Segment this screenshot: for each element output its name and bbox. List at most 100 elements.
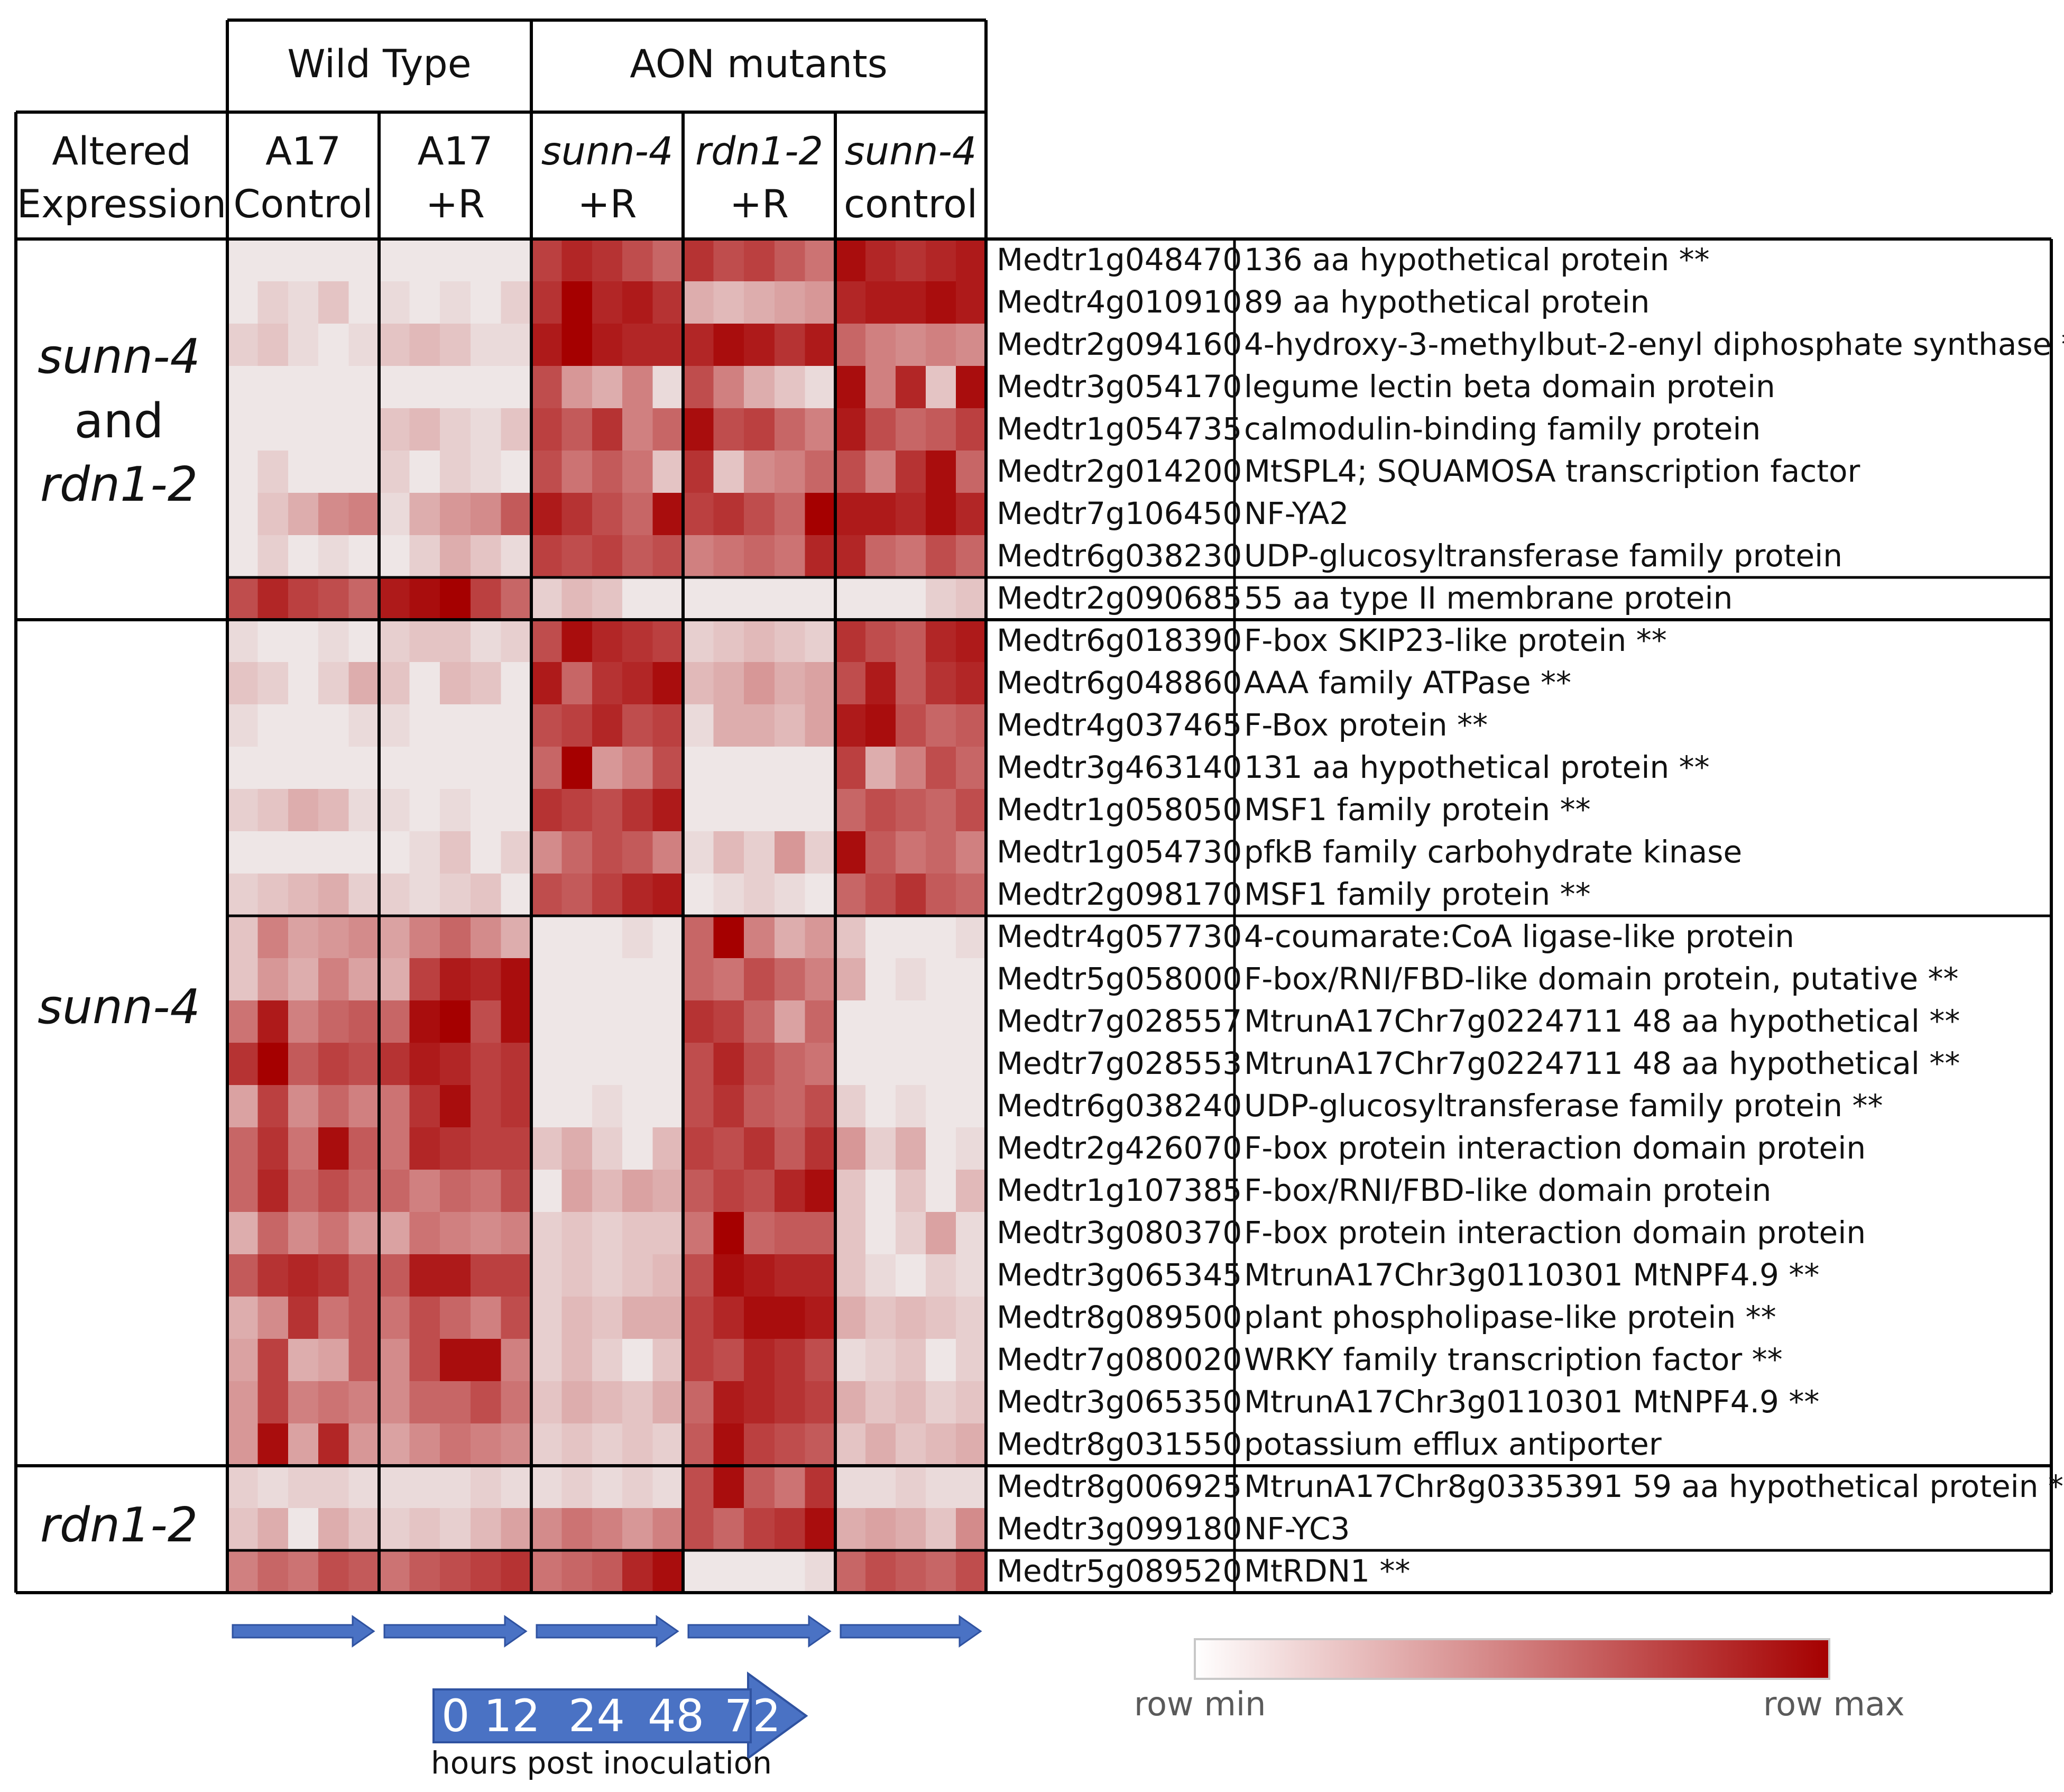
gene-description: F-box protein interaction domain protein [1244, 1215, 1866, 1251]
heatmap-cell [744, 1085, 775, 1128]
heatmap-cell [744, 1297, 775, 1339]
heatmap-cell [227, 662, 258, 705]
heatmap-cell [531, 662, 562, 705]
heatmap-cell [683, 1339, 714, 1382]
heatmap-cell [683, 1466, 714, 1509]
heatmap-cell [805, 789, 836, 832]
heatmap-cell [713, 1423, 744, 1466]
heatmap-cell [713, 1254, 744, 1297]
condition-a17-control-l2: Control [233, 182, 373, 227]
heatmap-cell [652, 1550, 684, 1593]
heatmap-cell [318, 535, 349, 578]
heatmap-cell [227, 789, 258, 832]
heatmap-cell [805, 366, 836, 409]
heatmap-cell [348, 1508, 380, 1551]
heatmap-cell [622, 620, 653, 663]
heatmap-cell [318, 1550, 349, 1593]
heatmap-cell [592, 535, 623, 578]
condition-rdn1-2-r-l1: rdn1-2 [695, 129, 823, 174]
gene-id: Medtr3g080370 [997, 1215, 1242, 1251]
gene-id: Medtr2g014200 [997, 453, 1242, 489]
heatmap-cell [501, 620, 532, 663]
heatmap-cell [440, 451, 471, 493]
heatmap-cell [379, 324, 410, 366]
heatmap-cell [531, 958, 562, 1001]
heatmap-cell [713, 1550, 744, 1593]
gene-description: MtrunA17Chr7g0224711 48 aa hypothetical … [1244, 1045, 1960, 1081]
heatmap-cell [622, 408, 653, 451]
heatmap-cell [835, 662, 866, 705]
heatmap-cell [926, 535, 956, 578]
condition-time-arrow [536, 1615, 679, 1648]
heatmap-cell [744, 958, 775, 1001]
heatmap-cell [440, 831, 471, 874]
gene-id: Medtr3g065350 [997, 1384, 1242, 1420]
heatmap-cell [440, 1000, 471, 1043]
heatmap-cell [227, 874, 258, 916]
heatmap-cell [409, 1043, 440, 1086]
heatmap-cell [227, 1254, 258, 1297]
heatmap-cell [896, 408, 926, 451]
heatmap-cell [774, 874, 805, 916]
gene-id: Medtr2g094160 [997, 326, 1242, 362]
heatmap-cell [805, 1254, 836, 1297]
heatmap-cell [348, 662, 380, 705]
heatmap-cell [318, 620, 349, 663]
heatmap-cell [409, 1212, 440, 1255]
heatmap-cell [561, 789, 593, 832]
heatmap-cell [926, 324, 956, 366]
heatmap-cell [713, 1127, 744, 1170]
gene-description: AAA family ATPase ** [1244, 665, 1571, 701]
heatmap-cell [713, 958, 744, 1001]
heatmap-cell [652, 1254, 684, 1297]
heatmap-cell [835, 1381, 866, 1424]
heatmap-cell [592, 366, 623, 409]
heatmap-cell [257, 1254, 289, 1297]
heatmap-cell [774, 1297, 805, 1339]
heatmap-cell [592, 1339, 623, 1382]
condition-sunn4-r-l2: +R [577, 182, 637, 227]
heatmap-cell [470, 1381, 501, 1424]
heatmap-cell [865, 874, 896, 916]
gene-description: MtrunA17Chr8g0335391 59 aa hypothetical … [1244, 1468, 2064, 1504]
heatmap-cell [501, 1127, 532, 1170]
heatmap-cell [257, 747, 289, 789]
heatmap-cell [379, 1170, 410, 1212]
heatmap-cell [409, 747, 440, 789]
heatmap-cell [470, 239, 501, 282]
heatmap-cell [956, 789, 987, 832]
heatmap-cell [288, 577, 319, 620]
heatmap-cell [774, 451, 805, 493]
heatmap-cell [257, 831, 289, 874]
heatmap-cell [531, 1170, 562, 1212]
heatmap-cell [896, 1550, 926, 1593]
heatmap-cell [379, 1212, 410, 1255]
heatmap-cell [713, 493, 744, 536]
heatmap-cell [409, 662, 440, 705]
heatmap-cell [622, 1085, 653, 1128]
heatmap-cell [440, 704, 471, 747]
heatmap-cell [257, 704, 289, 747]
heatmap-cell [470, 789, 501, 832]
heatmap-cell [470, 747, 501, 789]
heatmap-cell [805, 493, 836, 536]
heatmap-cell [592, 747, 623, 789]
heatmap-cell [683, 451, 714, 493]
heatmap-cell [622, 1339, 653, 1382]
heatmap-cell [622, 451, 653, 493]
heatmap-cell [501, 958, 532, 1001]
heatmap-cell [257, 1381, 289, 1424]
row-group-rdn1-2: rdn1-2 [40, 1497, 198, 1553]
heatmap-cell [652, 789, 684, 832]
heatmap-cell [744, 1550, 775, 1593]
heatmap-cell [531, 408, 562, 451]
heatmap-cell [440, 1043, 471, 1086]
heatmap-cell [561, 1043, 593, 1086]
heatmap-cell [592, 662, 623, 705]
heatmap-cell [257, 1000, 289, 1043]
heatmap-cell [440, 366, 471, 409]
heatmap-cell [379, 620, 410, 663]
heatmap-cell [835, 620, 866, 663]
heatmap-cell [257, 958, 289, 1001]
heatmap-cell [409, 493, 440, 536]
